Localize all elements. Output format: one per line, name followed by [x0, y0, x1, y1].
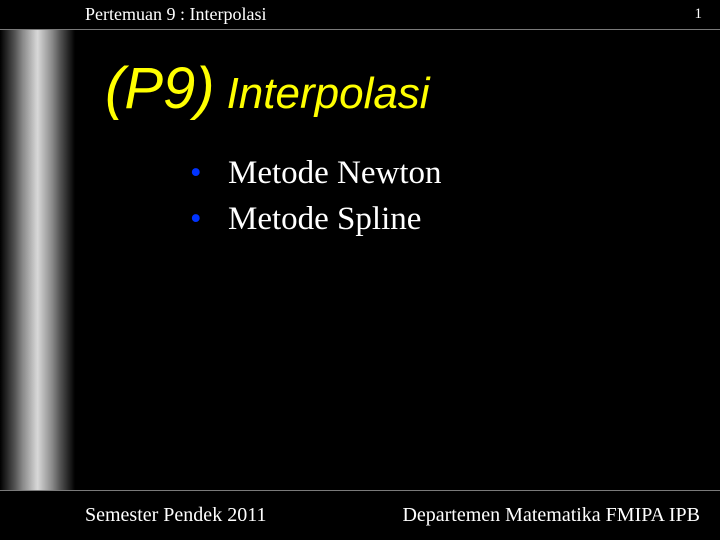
slide-footer: Semester Pendek 2011 Departemen Matemati… [0, 490, 720, 540]
list-item: Metode Newton [190, 150, 442, 196]
list-item: Metode Spline [190, 196, 442, 242]
title-main: Interpolasi [227, 69, 430, 118]
title-prefix: (P9) [105, 56, 215, 121]
header-title: Pertemuan 9 : Interpolasi [85, 4, 266, 25]
slide-header: Pertemuan 9 : Interpolasi 1 [0, 0, 720, 30]
content-bullet-list: Metode Newton Metode Spline [190, 150, 442, 242]
slide-title-area: (P9) Interpolasi [105, 55, 690, 122]
footer-left: Semester Pendek 2011 [85, 504, 266, 527]
page-number: 1 [695, 6, 703, 23]
decorative-gradient-strip [0, 30, 75, 490]
footer-right: Departemen Matematika FMIPA IPB [402, 504, 700, 527]
